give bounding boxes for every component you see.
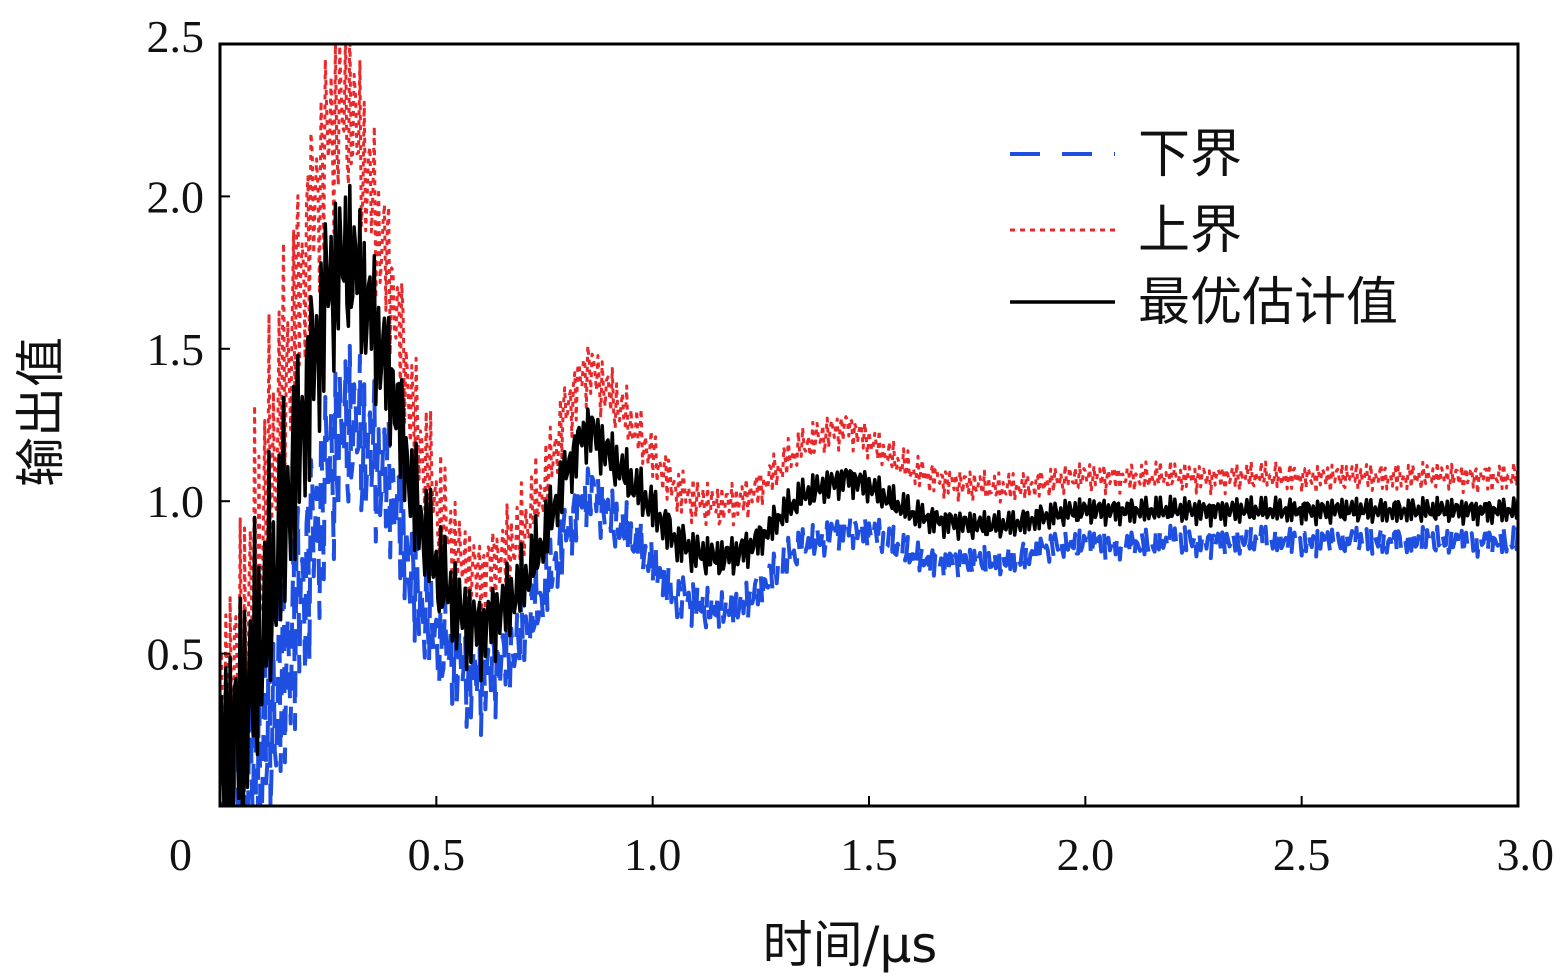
x-tick-label-3: 1.5 xyxy=(840,829,898,880)
x-tick-label-1: 0.5 xyxy=(408,829,466,880)
y-axis-ticks: 0.5 1.0 1.5 2.0 2.5 xyxy=(147,11,230,680)
legend-label-1: 上界 xyxy=(1138,201,1242,261)
y-tick-label-2: 1.5 xyxy=(147,324,205,375)
series-layer xyxy=(220,44,1518,806)
legend-label-0: 下界 xyxy=(1138,125,1242,185)
x-axis-ticks: 0 0.5 1.0 1.5 2.0 2.5 3.0 xyxy=(169,796,1554,880)
series-line-2 xyxy=(220,183,1518,806)
x-tick-label-5: 2.5 xyxy=(1273,829,1331,880)
y-tick-label-1: 1.0 xyxy=(147,476,205,527)
y-tick-label-3: 2.0 xyxy=(147,171,205,222)
y-axis-title: 输出值 xyxy=(12,337,70,487)
x-tick-label-4: 2.0 xyxy=(1057,829,1115,880)
y-tick-label-4: 2.5 xyxy=(147,11,205,62)
x-tick-label-2: 1.0 xyxy=(624,829,682,880)
x-axis-title: 时间/μs xyxy=(763,916,938,974)
series-line-0 xyxy=(220,343,1518,806)
x-tick-label-0: 0 xyxy=(169,829,192,880)
x-tick-label-6: 3.0 xyxy=(1497,829,1555,880)
y-tick-label-0: 0.5 xyxy=(147,629,205,680)
series-line-1 xyxy=(220,44,1518,806)
legend-label-2: 最优估计值 xyxy=(1138,273,1398,333)
